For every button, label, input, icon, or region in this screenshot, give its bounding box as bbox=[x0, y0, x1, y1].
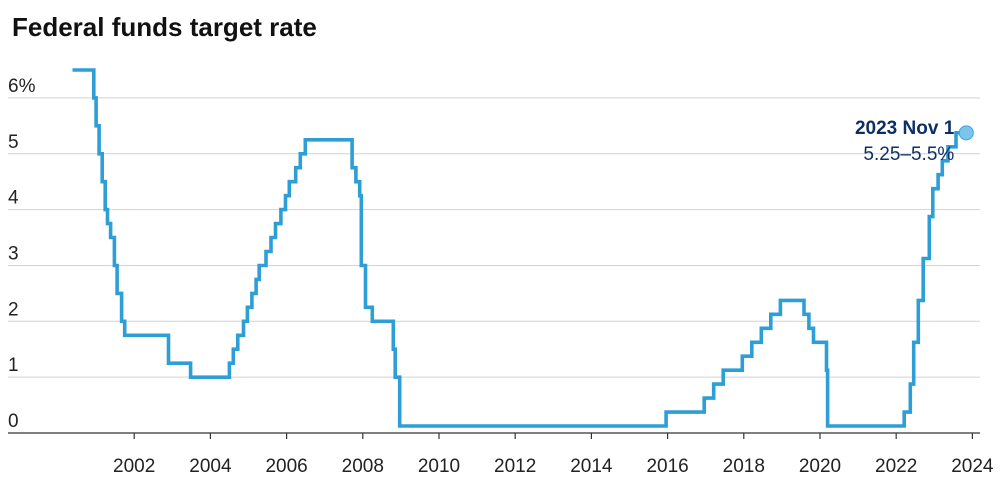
x-tick-label-2018: 2018 bbox=[723, 456, 765, 477]
x-tick-label-2002: 2002 bbox=[113, 456, 155, 477]
x-tick-label-2008: 2008 bbox=[342, 456, 384, 477]
x-tick-label-2024: 2024 bbox=[951, 456, 994, 477]
x-tick-label-2014: 2014 bbox=[570, 456, 613, 477]
y-tick-label-4: 4 bbox=[8, 188, 19, 209]
current-rate-marker bbox=[958, 125, 974, 141]
annotation: 2023 Nov 1 5.25–5.5% bbox=[855, 118, 974, 165]
y-tick-label-0: 0 bbox=[8, 411, 19, 432]
x-tick-label-2022: 2022 bbox=[875, 456, 917, 477]
series-line-0 bbox=[72, 68, 967, 428]
y-tick-label-3: 3 bbox=[8, 243, 19, 264]
chart-title: Federal funds target rate bbox=[12, 12, 317, 42]
y-tick-label-2: 2 bbox=[8, 299, 19, 320]
x-tick-label-2016: 2016 bbox=[646, 456, 688, 477]
annotation-date-label: 2023 Nov 1 bbox=[855, 118, 955, 139]
y-tick-label-6: 6% bbox=[8, 76, 36, 97]
x-tick-label-2020: 2020 bbox=[799, 456, 841, 477]
y-tick-label-5: 5 bbox=[8, 132, 19, 153]
axes: 0 1 2 3 4 5 6% 2002 2004 2006 2008 2010 2012 2014 2016… bbox=[8, 76, 994, 477]
series-group bbox=[72, 68, 967, 428]
annotation-range-label: 5.25–5.5% bbox=[863, 144, 954, 165]
x-tick-label-2006: 2006 bbox=[265, 456, 307, 477]
x-tick-label-2010: 2010 bbox=[418, 456, 460, 477]
x-tick-label-2012: 2012 bbox=[494, 456, 536, 477]
x-tick-label-2004: 2004 bbox=[189, 456, 232, 477]
y-tick-label-1: 1 bbox=[8, 355, 19, 376]
gridlines bbox=[8, 97, 980, 378]
